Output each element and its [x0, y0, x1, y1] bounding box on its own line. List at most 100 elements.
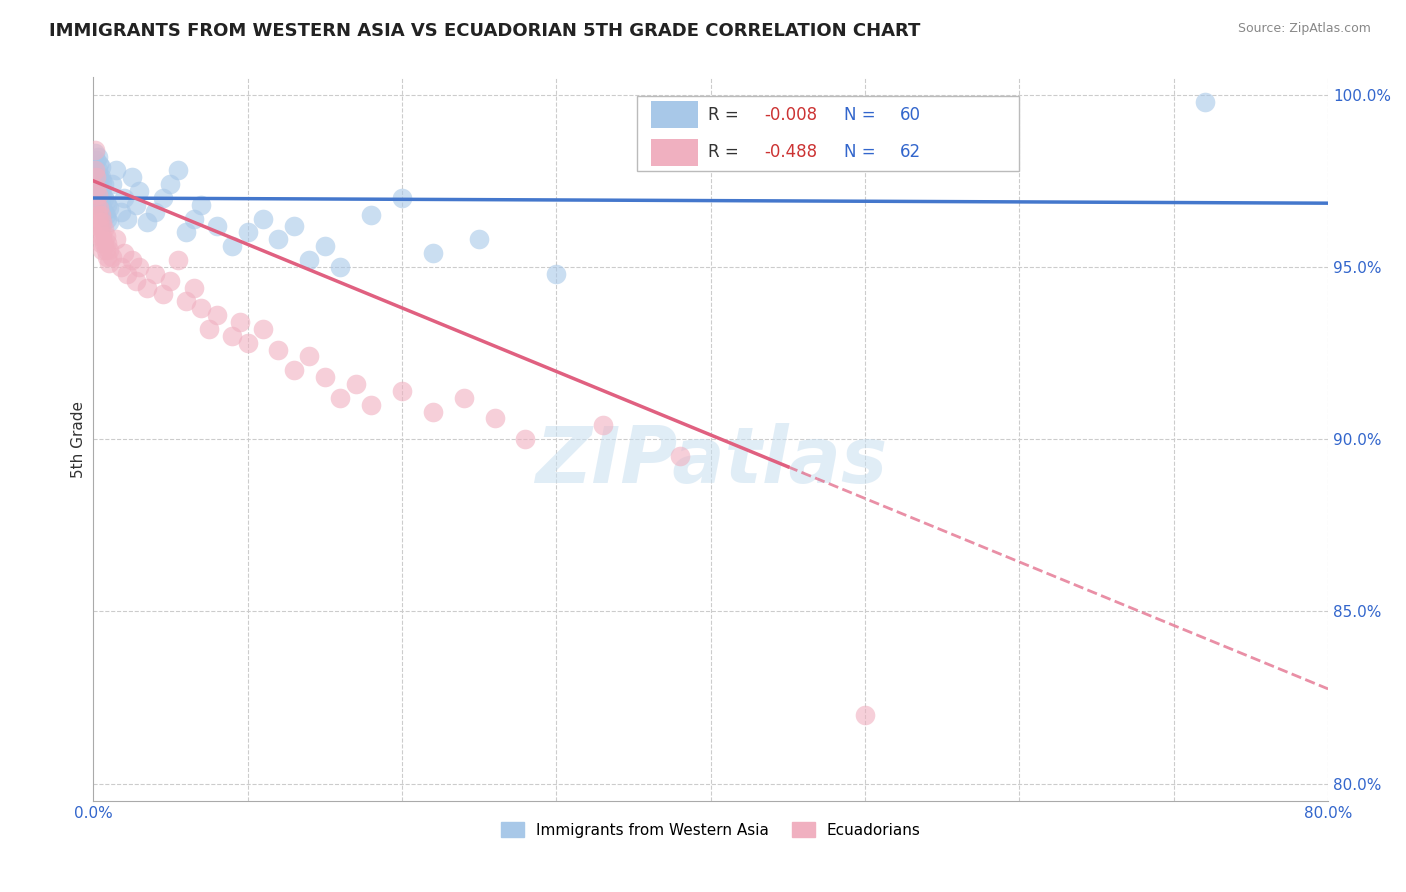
- Point: [143, 267, 166, 281]
- Text: 60: 60: [900, 105, 921, 123]
- Text: R =: R =: [709, 105, 744, 123]
- Point: [90, 235, 112, 250]
- Point: [89, 180, 111, 194]
- Point: [112, 191, 135, 205]
- Point: [93, 235, 115, 250]
- Point: [87, 178, 110, 192]
- Point: [90, 222, 112, 236]
- Point: [89, 202, 111, 216]
- Point: [97, 256, 120, 270]
- Point: [136, 280, 159, 294]
- Point: [314, 239, 336, 253]
- Point: [236, 226, 259, 240]
- Point: [592, 418, 614, 433]
- Point: [152, 191, 174, 205]
- Point: [91, 187, 114, 202]
- Point: [89, 228, 111, 243]
- Point: [183, 211, 205, 226]
- Point: [314, 370, 336, 384]
- Point: [91, 174, 114, 188]
- Point: [115, 267, 138, 281]
- Text: N =: N =: [844, 144, 882, 161]
- Point: [229, 315, 252, 329]
- Point: [391, 384, 413, 398]
- Point: [236, 335, 259, 350]
- Point: [100, 250, 122, 264]
- Point: [97, 202, 120, 216]
- Point: [89, 194, 111, 209]
- Point: [190, 198, 212, 212]
- Point: [91, 243, 114, 257]
- Point: [167, 253, 190, 268]
- Point: [93, 178, 115, 192]
- Point: [90, 208, 112, 222]
- Point: [87, 208, 110, 222]
- Text: -0.008: -0.008: [763, 105, 817, 123]
- Point: [298, 350, 321, 364]
- Text: Source: ZipAtlas.com: Source: ZipAtlas.com: [1237, 22, 1371, 36]
- Point: [205, 308, 228, 322]
- Point: [112, 246, 135, 260]
- Point: [468, 232, 491, 246]
- Point: [93, 191, 115, 205]
- Point: [84, 184, 107, 198]
- Point: [93, 222, 115, 236]
- Point: [87, 191, 110, 205]
- Point: [159, 178, 181, 192]
- Point: [87, 150, 110, 164]
- Point: [121, 170, 143, 185]
- Point: [90, 198, 112, 212]
- Point: [94, 228, 117, 243]
- Point: [159, 274, 181, 288]
- Point: [84, 198, 107, 212]
- Point: [125, 274, 148, 288]
- Point: [87, 219, 110, 233]
- Point: [97, 215, 120, 229]
- Point: [89, 156, 111, 170]
- Point: [83, 163, 105, 178]
- Point: [174, 294, 197, 309]
- Point: [391, 191, 413, 205]
- Point: [94, 208, 117, 222]
- Point: [83, 146, 105, 161]
- Point: [84, 170, 107, 185]
- Legend: Immigrants from Western Asia, Ecuadorians: Immigrants from Western Asia, Ecuadorian…: [495, 815, 927, 844]
- Point: [152, 287, 174, 301]
- Point: [91, 202, 114, 216]
- Point: [128, 260, 150, 274]
- Point: [546, 267, 568, 281]
- Point: [853, 707, 876, 722]
- Point: [360, 398, 382, 412]
- Text: IMMIGRANTS FROM WESTERN ASIA VS ECUADORIAN 5TH GRADE CORRELATION CHART: IMMIGRANTS FROM WESTERN ASIA VS ECUADORI…: [49, 22, 921, 40]
- Point: [283, 363, 305, 377]
- Point: [453, 391, 475, 405]
- Point: [484, 411, 506, 425]
- Point: [221, 239, 243, 253]
- Point: [252, 211, 274, 226]
- Point: [515, 432, 537, 446]
- Text: 62: 62: [900, 144, 921, 161]
- Point: [329, 391, 352, 405]
- Point: [93, 204, 115, 219]
- Text: ZIPatlas: ZIPatlas: [534, 423, 887, 499]
- Point: [252, 322, 274, 336]
- Point: [96, 250, 118, 264]
- Text: R =: R =: [709, 144, 744, 161]
- Point: [90, 184, 112, 198]
- Bar: [651, 101, 699, 128]
- Point: [97, 243, 120, 257]
- Point: [105, 232, 128, 246]
- Point: [96, 211, 118, 226]
- Point: [90, 170, 112, 185]
- Point: [84, 174, 107, 188]
- Point: [344, 377, 367, 392]
- Point: [360, 208, 382, 222]
- Bar: [651, 139, 699, 166]
- Point: [668, 450, 690, 464]
- Point: [91, 215, 114, 229]
- Point: [221, 328, 243, 343]
- Point: [84, 153, 107, 168]
- Text: -0.488: -0.488: [763, 144, 817, 161]
- Point: [190, 301, 212, 316]
- Point: [267, 232, 290, 246]
